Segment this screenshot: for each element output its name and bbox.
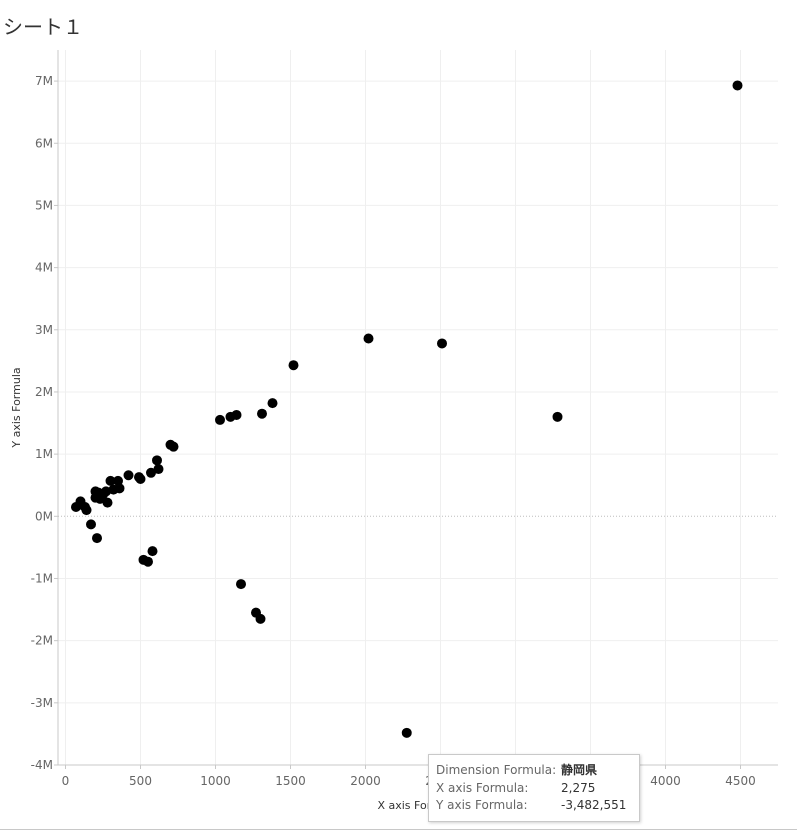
- data-point[interactable]: [168, 441, 179, 452]
- data-point[interactable]: [437, 338, 447, 349]
- x-tick-label: 0: [62, 774, 70, 788]
- view-bottom-border: [0, 829, 797, 830]
- data-point[interactable]: [143, 556, 153, 567]
- data-point[interactable]: [401, 727, 412, 738]
- y-tick-label: -4M: [31, 758, 53, 772]
- data-point[interactable]: [102, 497, 113, 508]
- tooltip-row-y: Y axis Formula: -3,482,551: [436, 797, 639, 815]
- data-point[interactable]: [147, 546, 158, 557]
- tooltip-row-x: X axis Formula: 2,275: [436, 780, 639, 798]
- data-point[interactable]: [92, 533, 102, 544]
- data-point[interactable]: [152, 455, 162, 466]
- data-point[interactable]: [257, 408, 267, 419]
- data-point[interactable]: [105, 475, 116, 486]
- data-point[interactable]: [153, 464, 164, 475]
- grid-lines: [58, 50, 778, 766]
- x-tick-label: 1000: [200, 774, 231, 788]
- data-point[interactable]: [288, 360, 299, 371]
- y-tick-label: 0M: [35, 509, 53, 523]
- data-point[interactable]: [215, 414, 225, 425]
- data-point[interactable]: [113, 475, 123, 486]
- tooltip-y-label: Y axis Formula:: [436, 798, 528, 812]
- data-point[interactable]: [135, 474, 146, 484]
- y-tick-label: 2M: [35, 385, 53, 399]
- data-point[interactable]: [225, 411, 236, 422]
- y-axis-title: Y axis Formula: [10, 367, 23, 448]
- data-point[interactable]: [363, 333, 374, 344]
- y-tick-label: 6M: [35, 136, 53, 150]
- data-tooltip: Dimension Formula: 静岡県 X axis Formula: 2…: [428, 754, 640, 822]
- data-point[interactable]: [267, 398, 278, 409]
- y-tick-label: 4M: [35, 261, 53, 275]
- y-tick-label: -3M: [31, 696, 53, 710]
- y-tick-label: -1M: [31, 571, 53, 585]
- data-point[interactable]: [81, 505, 92, 516]
- axes: 050010001500200025003000350040004500-4M-…: [10, 50, 778, 812]
- y-tick-label: 7M: [35, 74, 53, 88]
- data-point[interactable]: [236, 579, 246, 590]
- tooltip-row-dimension: Dimension Formula: 静岡県: [436, 762, 639, 780]
- x-tick-label: 500: [129, 774, 152, 788]
- data-point[interactable]: [146, 467, 156, 478]
- data-point[interactable]: [108, 484, 119, 495]
- y-tick-label: 3M: [35, 323, 53, 337]
- data-point[interactable]: [552, 411, 563, 422]
- x-tick-label: 2000: [350, 774, 381, 788]
- data-point[interactable]: [732, 80, 743, 91]
- y-tick-label: 5M: [35, 198, 53, 212]
- tooltip-y-value: -3,482,551: [561, 798, 627, 812]
- x-tick-label: 4500: [725, 774, 756, 788]
- x-tick-label: 1500: [275, 774, 306, 788]
- data-point[interactable]: [86, 519, 96, 530]
- data-point[interactable]: [95, 493, 105, 504]
- y-tick-label: -2M: [31, 634, 53, 648]
- tooltip-dimension-value: 静岡県: [561, 763, 598, 777]
- tooltip-x-label: X axis Formula:: [436, 780, 529, 795]
- data-point[interactable]: [255, 613, 266, 624]
- tooltip-x-value: 2,275: [561, 780, 596, 795]
- data-point[interactable]: [71, 501, 81, 512]
- data-points: [71, 80, 743, 738]
- tooltip-dimension-label: Dimension Formula:: [436, 763, 557, 777]
- sheet-title: シート１: [3, 15, 83, 39]
- data-point[interactable]: [123, 470, 134, 481]
- y-tick-label: 1M: [35, 447, 53, 461]
- x-tick-label: 4000: [650, 774, 681, 788]
